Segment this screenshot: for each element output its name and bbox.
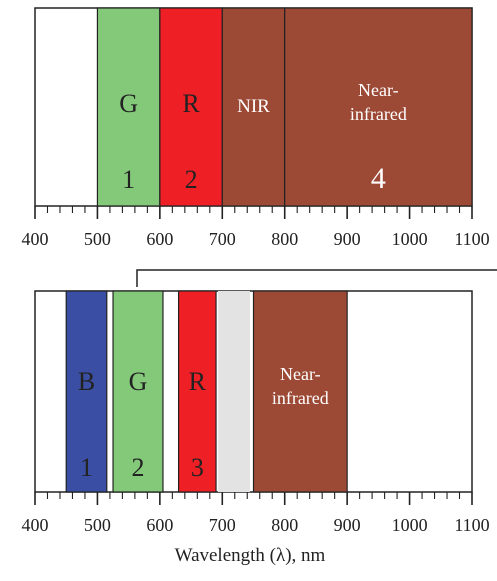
top-bands: G 1 R 2 NIR Near-infrared 4: [96, 7, 473, 207]
top-band-g-label: G: [119, 89, 138, 118]
x-axis-label: Wavelength (λ), nm: [175, 545, 326, 566]
bottom-axis-tick-label: 700: [209, 515, 236, 535]
top-axis-tick-label: 400: [22, 229, 49, 249]
top-band-near-infrared-label-line1: Near-: [358, 80, 399, 100]
bottom-band-g-number: 2: [132, 453, 145, 482]
bottom-axis-tick-label: 400: [22, 515, 49, 535]
top-band-nir-label: NIR: [237, 96, 270, 117]
panel-connector-line: [136, 269, 497, 287]
top-axis-tick-label: 700: [209, 229, 236, 249]
bottom-band-near-infrared-label-line1: Near-: [280, 364, 321, 384]
top-axis-tick-label: 1000: [392, 229, 428, 249]
top-axis-tick-label: 600: [146, 229, 173, 249]
top-band-g-number: 1: [122, 165, 135, 194]
bottom-axis-tick-label: 1100: [454, 515, 489, 535]
top-band-near-infrared-number: 4: [371, 162, 386, 195]
bottom-axis-tick-label: 600: [146, 515, 173, 535]
bottom-band-g-label: G: [129, 367, 148, 396]
top-axis: 400 500 600 700 800 900 1000 1100: [22, 206, 490, 249]
bottom-axis: 400 500 600 700 800 900 1000 1100: [22, 492, 490, 535]
top-axis-tick-label: 800: [271, 229, 298, 249]
bottom-band-r-number: 3: [191, 453, 204, 482]
top-band-r-number: 2: [185, 165, 198, 194]
bottom-band-b: [65, 290, 108, 493]
bottom-axis-tick-label: 500: [84, 515, 111, 535]
bottom-band-r-label: R: [189, 367, 207, 396]
top-band-near-infrared: [284, 7, 473, 207]
bottom-panel: B 1 G 2 R 3 Near-infrared 400 500 600 700 800 900 10…: [22, 290, 490, 535]
bottom-band-b-number: 1: [80, 453, 93, 482]
top-band-g: [96, 7, 161, 207]
top-axis-tick-label: 500: [84, 229, 111, 249]
bottom-bands: B 1 G 2 R 3 Near-infrared: [65, 290, 348, 493]
top-band-r-label: R: [182, 89, 200, 118]
bottom-band-near-infrared: [252, 290, 348, 493]
top-band-near-infrared-label-line2: infrared: [350, 104, 407, 124]
bottom-panel-shadow-strip: [218, 291, 250, 492]
bottom-axis-tick-label: 800: [271, 515, 298, 535]
bottom-band-near-infrared-label-line2: infrared: [272, 388, 329, 408]
bottom-band-r: [177, 290, 217, 493]
bottom-band-g: [112, 290, 164, 493]
top-axis-tick-label: 900: [334, 229, 361, 249]
bottom-band-b-label: B: [78, 367, 95, 396]
bottom-axis-tick-label: 900: [334, 515, 361, 535]
top-band-nir: [221, 7, 286, 207]
bottom-axis-tick-label: 1000: [392, 515, 428, 535]
top-panel: G 1 R 2 NIR Near-infrared 4 400 500 600 700 800 900…: [22, 7, 490, 249]
top-axis-tick-label: 1100: [454, 229, 489, 249]
top-band-r: [159, 7, 223, 207]
